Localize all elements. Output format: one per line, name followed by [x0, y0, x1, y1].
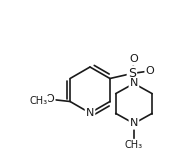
Text: N: N — [130, 118, 138, 129]
Text: CH₃: CH₃ — [125, 139, 143, 149]
Text: CH₃: CH₃ — [29, 97, 47, 106]
Text: S: S — [128, 67, 136, 80]
Text: O: O — [130, 54, 138, 65]
Text: N: N — [86, 108, 94, 118]
Text: O: O — [46, 95, 55, 104]
Text: N: N — [130, 79, 138, 88]
Text: O: O — [146, 66, 154, 77]
